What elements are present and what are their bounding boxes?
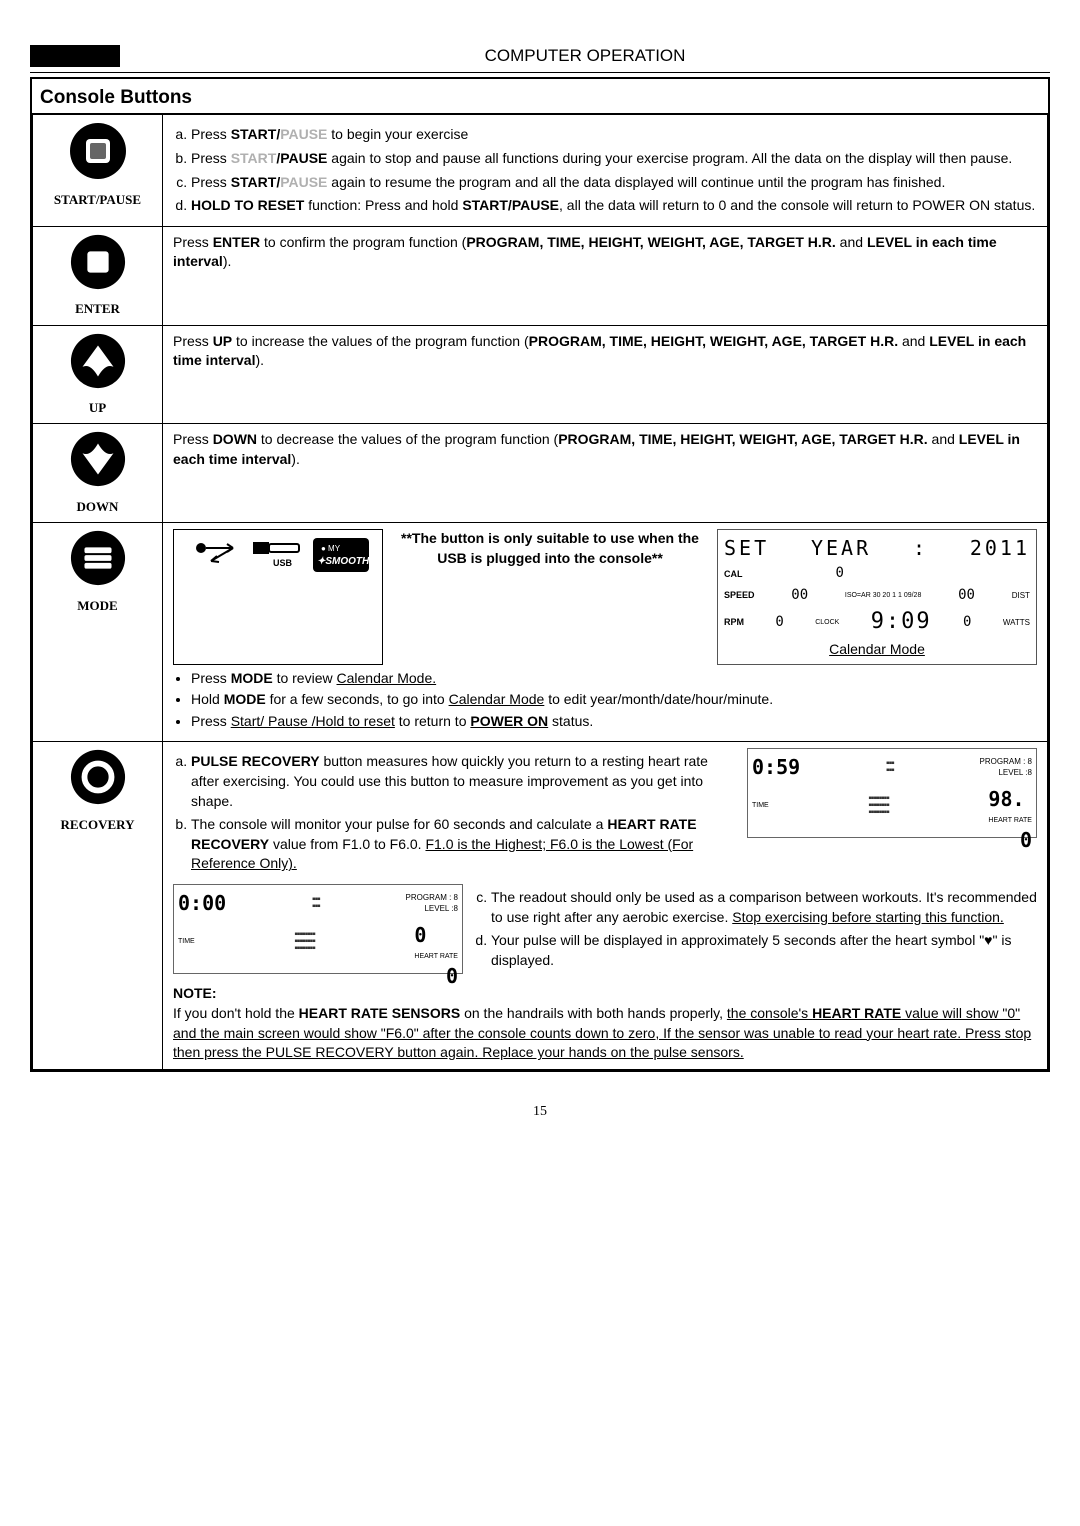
header-bar: COMPUTER OPERATION: [30, 40, 1050, 73]
mode-li1: Press MODE to review Calendar Mode.: [191, 669, 1037, 689]
desc-recovery: PULSE RECOVERY button measures how quick…: [163, 742, 1048, 1069]
start-pause-label: START/PAUSE: [43, 191, 152, 209]
recovery-screen-2: 0:00▪▪▪▪▪▪PROGRAM : 8LEVEL :8 TIME▪▪▪▪▪▪…: [173, 884, 463, 974]
icon-cell-recovery: RECOVERY: [33, 742, 163, 1069]
sp-item-b: Press START/PAUSE again to stop and paus…: [191, 149, 1037, 169]
icon-cell-up: UP: [33, 325, 163, 424]
buttons-table: START/PAUSE Press START/PAUSE to begin y…: [32, 114, 1048, 1069]
enter-icon: [69, 233, 127, 297]
icon-cell-mode: MODE: [33, 523, 163, 742]
row-mode: MODE USB ● MY ✦SMOOTH: [33, 523, 1048, 742]
mode-li3: Press Start/ Pause /Hold to reset to ret…: [191, 712, 1037, 732]
rec-d: Your pulse will be displayed in approxim…: [491, 931, 1037, 970]
page-number: 15: [30, 1102, 1050, 1122]
icon-cell-start-pause: START/PAUSE: [33, 115, 163, 226]
down-icon: [69, 430, 127, 494]
row-down: DOWN Press DOWN to decrease the values o…: [33, 424, 1048, 523]
desc-down: Press DOWN to decrease the values of the…: [163, 424, 1048, 523]
desc-start-pause: Press START/PAUSE to begin your exercise…: [163, 115, 1048, 226]
icon-cell-down: DOWN: [33, 424, 163, 523]
mode-icon: [69, 529, 127, 593]
desc-mode: USB ● MY ✦SMOOTH **The button is only su…: [163, 523, 1048, 742]
down-label: DOWN: [43, 498, 152, 516]
up-label: UP: [43, 399, 152, 417]
svg-text:USB: USB: [273, 558, 293, 568]
rec-a: PULSE RECOVERY button measures how quick…: [191, 752, 737, 811]
recovery-icon: [69, 748, 127, 812]
mode-note: **The button is only suitable to use whe…: [393, 529, 707, 568]
sp-item-a: Press START/PAUSE to begin your exercise: [191, 125, 1037, 145]
section-title: Console Buttons: [32, 79, 1048, 115]
mode-usb-diagram: USB ● MY ✦SMOOTH: [173, 529, 383, 665]
recovery-label: RECOVERY: [43, 816, 152, 834]
mode-li2: Hold MODE for a few seconds, to go into …: [191, 690, 1037, 710]
row-start-pause: START/PAUSE Press START/PAUSE to begin y…: [33, 115, 1048, 226]
svg-text:● MY: ● MY: [321, 544, 341, 553]
header-black-box: [30, 45, 120, 67]
recovery-screen-1: 0:59▪▪▪▪▪▪PROGRAM : 8LEVEL :8 TIME▪▪▪▪▪▪…: [747, 748, 1037, 838]
up-icon: [69, 332, 127, 396]
mode-calendar-screen: SET YEAR : 2011 CAL0 SPEED00ISO=AR 30 20…: [717, 529, 1037, 665]
icon-cell-enter: ENTER: [33, 226, 163, 325]
desc-up: Press UP to increase the values of the p…: [163, 325, 1048, 424]
start-pause-icon: [68, 121, 128, 187]
sp-item-d: HOLD TO RESET function: Press and hold S…: [191, 196, 1037, 216]
sp-item-c: Press START/PAUSE again to resume the pr…: [191, 173, 1037, 193]
calendar-mode-label: Calendar Mode: [724, 640, 1030, 660]
row-enter: ENTER Press ENTER to confirm the program…: [33, 226, 1048, 325]
row-recovery: RECOVERY PULSE RECOVERY button measures …: [33, 742, 1048, 1069]
mode-label: MODE: [43, 597, 152, 615]
desc-enter: Press ENTER to confirm the program funct…: [163, 226, 1048, 325]
main-content-box: Console Buttons START/PAUSE Press START/…: [30, 77, 1050, 1072]
rec-c: The readout should only be used as a com…: [491, 888, 1037, 927]
enter-label: ENTER: [43, 300, 152, 318]
svg-text:✦SMOOTH: ✦SMOOTH: [317, 556, 370, 567]
rec-b: The console will monitor your pulse for …: [191, 815, 737, 874]
page-title: COMPUTER OPERATION: [120, 40, 1050, 72]
row-up: UP Press UP to increase the values of th…: [33, 325, 1048, 424]
recovery-note: NOTE: If you don't hold the HEART RATE S…: [173, 984, 1037, 1062]
